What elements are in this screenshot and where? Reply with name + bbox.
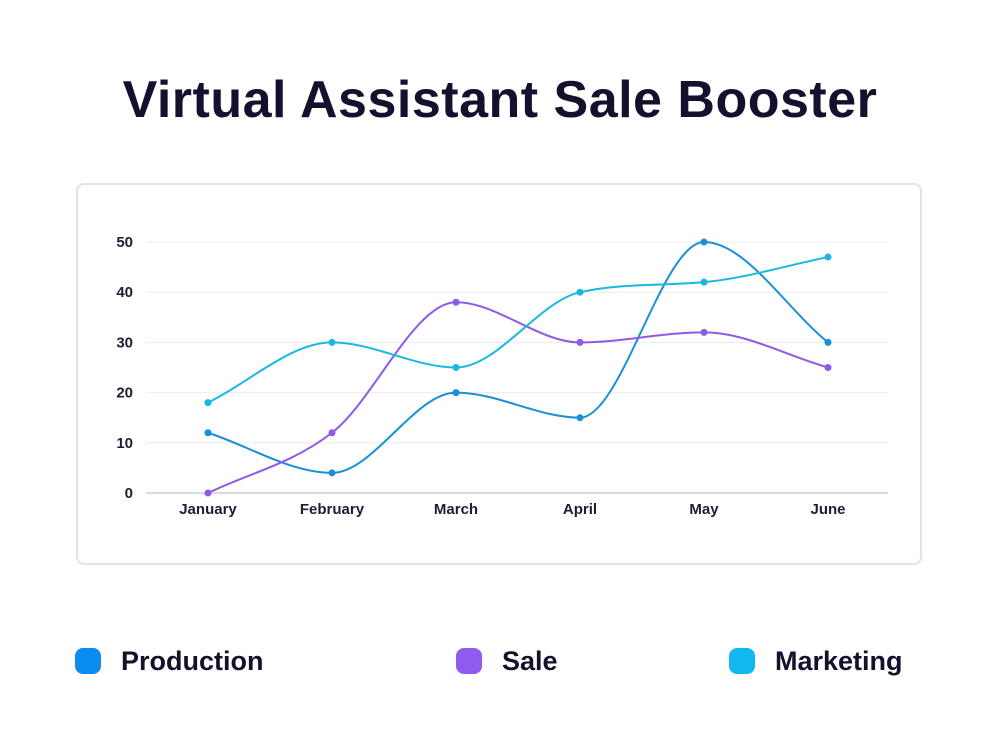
- point-marketing-june: [824, 253, 832, 261]
- x-axis-ticks: January February March April May June: [179, 501, 845, 518]
- point-marketing-april: [576, 288, 584, 296]
- point-sale-march: [452, 298, 460, 306]
- point-production-march: [452, 389, 460, 397]
- series-line-marketing: [207, 256, 829, 404]
- legend-swatch-production: [75, 648, 101, 674]
- point-production-january: [204, 429, 212, 437]
- point-production-june: [824, 338, 832, 346]
- series-line-sale: [207, 301, 829, 494]
- y-tick-label-30: 30: [116, 334, 133, 351]
- line-chart: 0 10 20 30 40 50 January February March April May…: [116, 234, 888, 518]
- point-marketing-march: [452, 364, 460, 371]
- x-tick-label-march: March: [434, 501, 478, 518]
- legend-label-production: Production: [121, 646, 264, 676]
- point-production-april: [576, 414, 584, 422]
- x-tick-label-june: June: [810, 501, 845, 518]
- x-tick-label-february: February: [300, 501, 365, 518]
- point-production-may: [700, 238, 708, 246]
- point-marketing-january: [204, 399, 212, 407]
- y-tick-label-50: 50: [116, 234, 133, 251]
- point-production-february: [328, 469, 336, 477]
- point-sale-february: [328, 429, 336, 437]
- legend: Production Sale Marketing: [0, 643, 1000, 679]
- legend-item-sale: Sale: [456, 643, 558, 679]
- legend-item-production: Production: [75, 643, 264, 679]
- chart-card: 0 10 20 30 40 50 January February March April May…: [76, 183, 922, 565]
- y-tick-label-0: 0: [125, 485, 133, 502]
- legend-item-marketing: Marketing: [729, 643, 903, 679]
- y-axis-ticks: 0 10 20 30 40 50: [116, 234, 133, 502]
- legend-swatch-sale: [456, 648, 482, 674]
- point-sale-may: [700, 328, 708, 336]
- x-tick-label-april: April: [563, 501, 597, 518]
- series-lines: [204, 238, 832, 497]
- point-marketing-february: [328, 338, 336, 346]
- legend-label-marketing: Marketing: [775, 646, 903, 676]
- grid-lines: [146, 241, 888, 494]
- legend-swatch-marketing: [729, 648, 755, 674]
- x-tick-label-may: May: [689, 501, 719, 518]
- y-tick-label-40: 40: [116, 284, 133, 301]
- legend-label-sale: Sale: [502, 646, 558, 676]
- point-sale-june: [824, 364, 832, 371]
- point-marketing-may: [700, 278, 708, 286]
- y-tick-label-20: 20: [116, 385, 133, 402]
- x-tick-label-january: January: [179, 501, 237, 518]
- point-sale-april: [576, 338, 584, 346]
- chart-title: Virtual Assistant Sale Booster: [122, 71, 878, 129]
- y-tick-label-10: 10: [116, 435, 133, 452]
- point-sale-january: [204, 489, 212, 497]
